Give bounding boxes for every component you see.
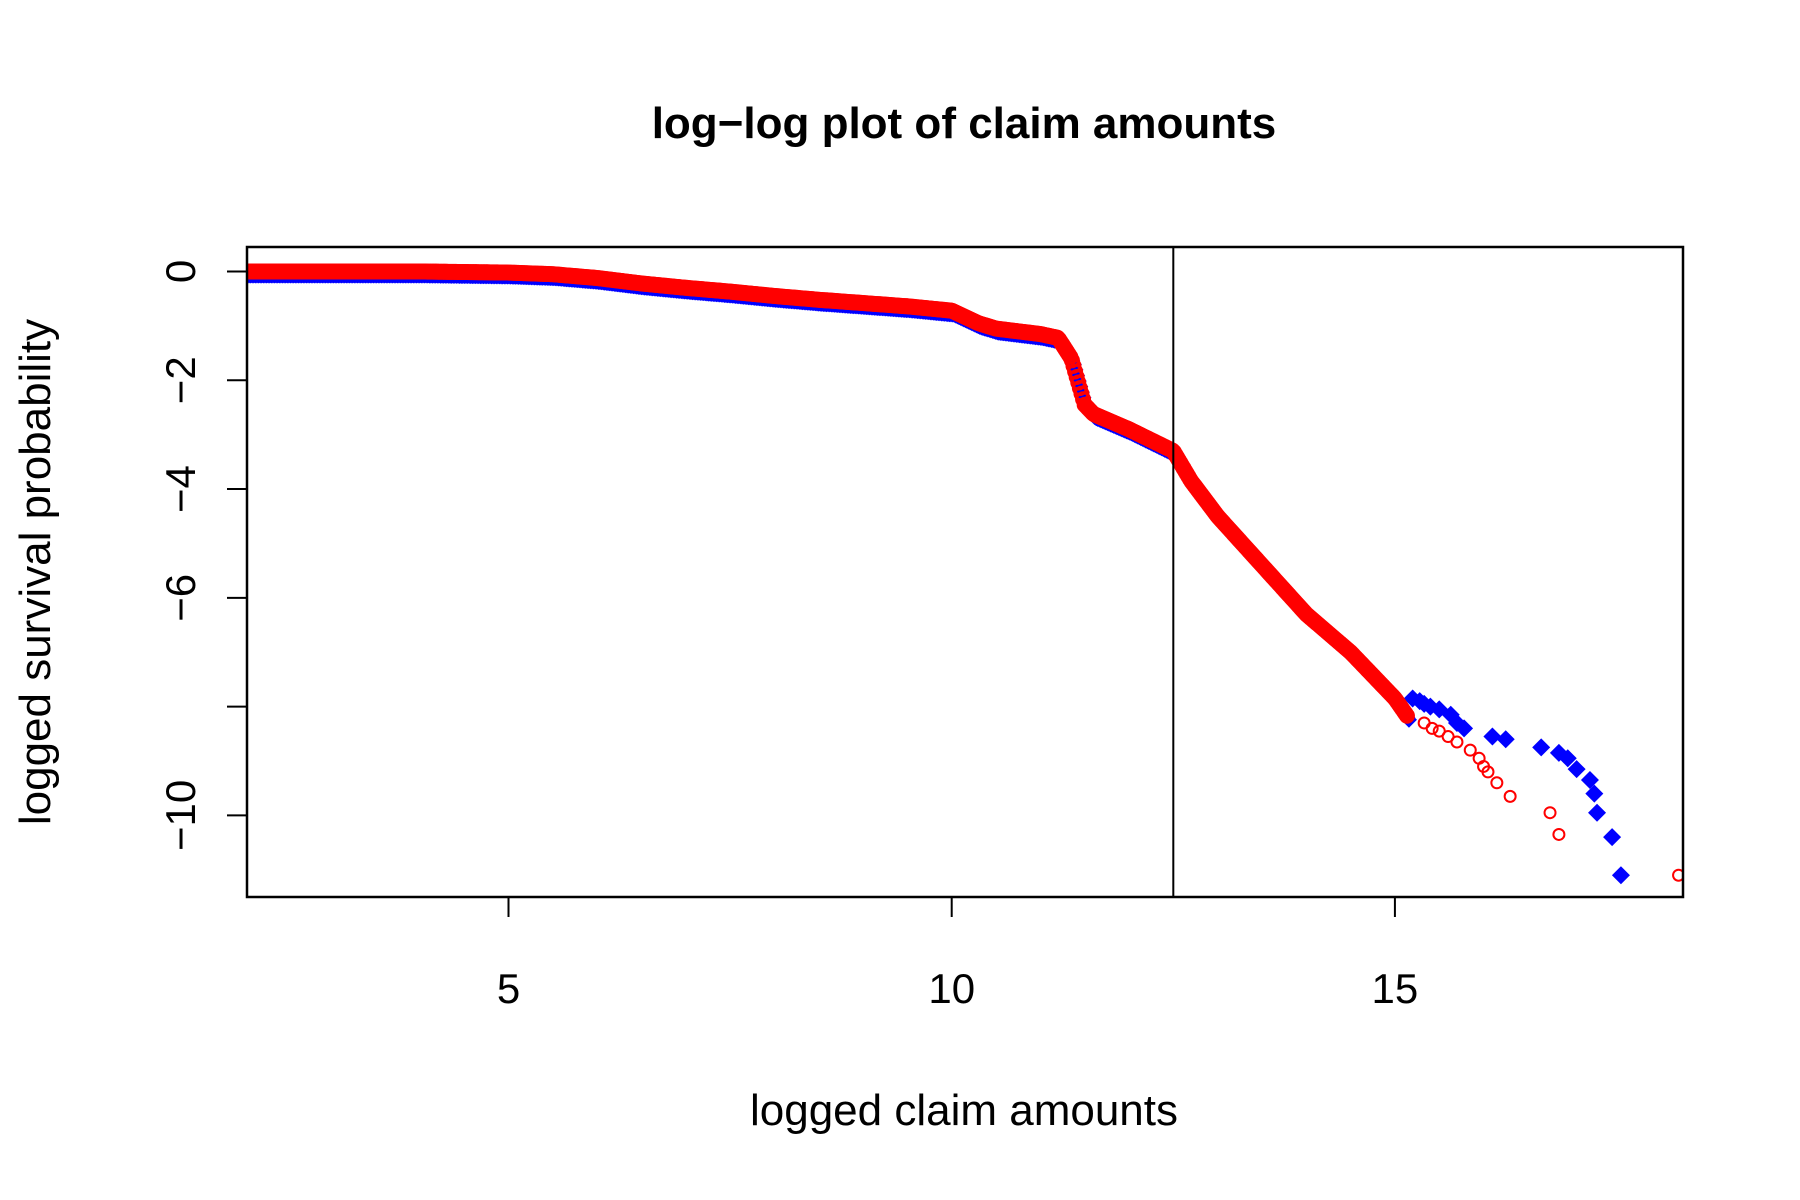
x-tick-label: 5 <box>497 965 520 1012</box>
point-series-a <box>1603 828 1622 847</box>
x-tick-label: 15 <box>1372 965 1419 1012</box>
point-series-a <box>1588 803 1607 822</box>
data-points <box>247 263 1683 885</box>
point-series-b <box>1503 789 1517 803</box>
y-axis-label: logged survival probability <box>11 319 60 825</box>
point-series-b <box>1463 743 1477 757</box>
y-tick-label: 0 <box>157 260 204 283</box>
point-series-b <box>1450 735 1464 749</box>
point-series-a <box>1585 784 1604 803</box>
point-series-a <box>1532 738 1551 757</box>
point-series-a <box>1611 866 1630 885</box>
point-series-a <box>1580 771 1599 790</box>
y-axis: 0 −2 −4 −6 −10 <box>157 260 248 851</box>
point-series-b <box>1490 776 1504 790</box>
point-series-b <box>1543 806 1557 820</box>
point-series-a <box>1483 727 1502 746</box>
x-axis-label: logged claim amounts <box>750 1086 1178 1135</box>
y-tick-label: −4 <box>157 465 204 513</box>
plot-frame <box>245 245 1685 899</box>
point-series-a <box>1558 749 1577 768</box>
point-series-a <box>1567 760 1586 779</box>
point-series-b <box>1481 765 1495 779</box>
y-tick-label: −10 <box>157 780 204 851</box>
point-series-a <box>1496 730 1515 749</box>
point-series-b <box>1425 721 1439 735</box>
y-tick-label: −6 <box>157 574 204 622</box>
point-series-b <box>1672 868 1683 882</box>
chart-title: log−log plot of claim amounts <box>652 99 1277 148</box>
point-series-b <box>1552 827 1566 841</box>
point-series-b <box>1417 716 1431 730</box>
x-tick-label: 10 <box>928 965 975 1012</box>
x-axis: 5 10 15 <box>497 896 1419 1012</box>
point-series-a <box>1455 719 1474 738</box>
point-series-b <box>1398 707 1415 724</box>
y-tick-label: −2 <box>157 356 204 404</box>
